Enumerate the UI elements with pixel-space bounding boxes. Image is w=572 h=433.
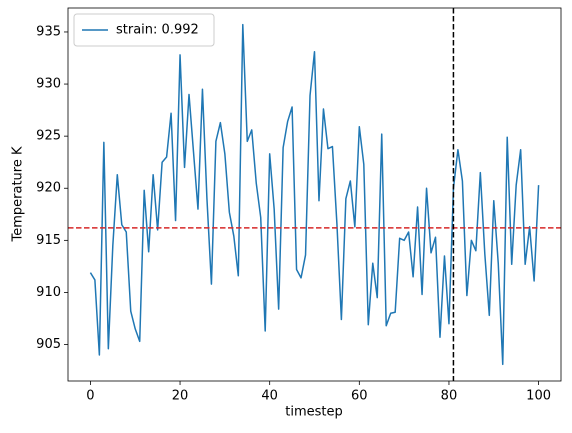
x-tick-label: 40: [261, 389, 278, 404]
y-tick-label: 910: [36, 285, 61, 300]
y-tick-label: 920: [36, 181, 61, 196]
data-line: [89, 23, 540, 366]
y-axis-label: Temperature K: [11, 146, 26, 242]
x-tick-label: 20: [172, 389, 189, 404]
y-tick-label: 930: [36, 77, 61, 92]
x-axis-label: timestep: [285, 405, 343, 420]
legend-label: strain: 0.992: [116, 23, 199, 38]
y-tick-label: 925: [36, 129, 61, 144]
x-tick-label: 60: [351, 389, 368, 404]
plot-frame: [67, 7, 562, 382]
x-tick-label: 0: [86, 389, 94, 404]
y-tick-label: 905: [36, 337, 61, 352]
y-tick-label: 915: [36, 233, 61, 248]
y-tick-label: 935: [36, 24, 61, 39]
legend-box: [73, 13, 215, 47]
x-tick-label: 80: [441, 389, 458, 404]
x-tick-label: 100: [526, 389, 551, 404]
